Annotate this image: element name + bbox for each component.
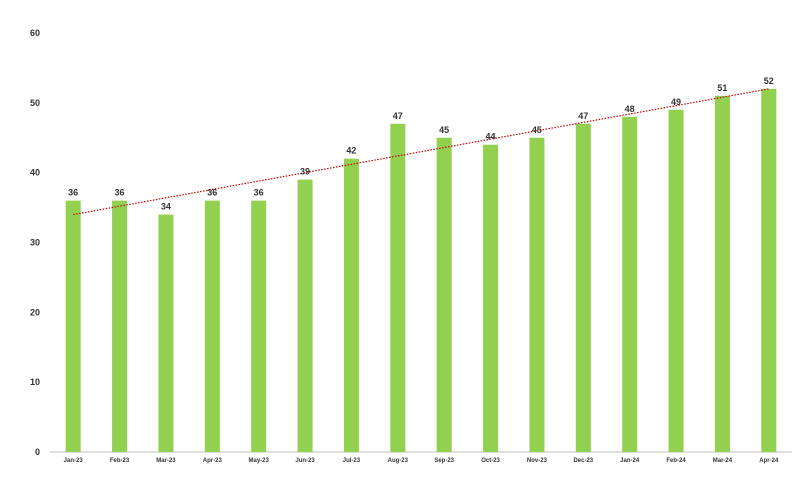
x-tick-label: Mar-24 xyxy=(713,458,733,464)
bar xyxy=(761,88,777,452)
data-label: 45 xyxy=(439,125,449,135)
data-label: 36 xyxy=(254,188,264,198)
y-tick-label: 30 xyxy=(30,238,40,248)
data-label: 51 xyxy=(717,83,727,93)
x-tick-label: Feb-24 xyxy=(666,458,686,464)
x-tick-label: Jun-23 xyxy=(295,458,315,464)
data-label: 47 xyxy=(578,111,588,121)
data-label: 36 xyxy=(207,188,217,198)
x-tick-label: May-23 xyxy=(249,458,270,464)
bar xyxy=(251,200,267,452)
bar xyxy=(483,144,499,452)
data-label: 39 xyxy=(300,167,310,177)
data-labels: 36 36 34 36 36 39 42 47 45 44 45 47 48 49 51 52 xyxy=(68,76,774,212)
x-tick-label: Oct-23 xyxy=(481,458,500,464)
bars xyxy=(65,88,777,453)
x-tick-label: Jul-23 xyxy=(343,458,361,464)
bar xyxy=(204,200,220,452)
y-tick-label: 10 xyxy=(30,377,40,387)
bar xyxy=(714,95,730,452)
data-label: 45 xyxy=(532,125,542,135)
bar xyxy=(390,123,406,453)
data-label: 47 xyxy=(393,111,403,121)
y-tick-label: 50 xyxy=(30,98,40,108)
x-tick-label: Mar-23 xyxy=(156,458,176,464)
x-tick-label: Sep-23 xyxy=(434,458,454,464)
trendline xyxy=(73,88,769,216)
x-tick-label: Jan-23 xyxy=(64,458,84,464)
bar xyxy=(158,214,174,452)
bar xyxy=(436,137,452,452)
bar xyxy=(112,200,128,452)
data-label: 44 xyxy=(486,132,496,142)
x-axis-tick-labels: Jan-23 Feb-23 Mar-23 Apr-23 May-23 Jun-23 Jul-… xyxy=(64,458,779,464)
data-label: 42 xyxy=(346,146,356,156)
data-label: 36 xyxy=(68,188,78,198)
bar xyxy=(297,179,313,452)
x-tick-label: Feb-23 xyxy=(110,458,130,464)
y-tick-label: 0 xyxy=(35,447,40,457)
data-label: 34 xyxy=(161,202,171,212)
bar xyxy=(529,137,545,452)
x-tick-label: Apr-23 xyxy=(203,458,223,464)
y-tick-label: 40 xyxy=(30,168,40,178)
data-label: 52 xyxy=(764,76,774,86)
x-tick-label: Apr-24 xyxy=(759,458,779,464)
y-tick-label: 60 xyxy=(30,28,40,38)
y-tick-label: 20 xyxy=(30,307,40,317)
x-tick-label: Nov-23 xyxy=(527,458,548,464)
bar xyxy=(65,200,81,452)
data-label: 49 xyxy=(671,97,681,107)
y-axis-ticks: 0 10 20 30 40 50 60 xyxy=(30,28,40,457)
x-tick-label: Aug-23 xyxy=(388,458,409,464)
bar xyxy=(622,116,638,453)
x-tick-label: Jan-24 xyxy=(620,458,640,464)
x-tick-label: Dec-23 xyxy=(573,458,593,464)
bar xyxy=(668,109,684,453)
data-label: 48 xyxy=(625,104,635,114)
bar xyxy=(343,158,359,452)
bar xyxy=(575,123,591,453)
data-label: 36 xyxy=(115,188,125,198)
